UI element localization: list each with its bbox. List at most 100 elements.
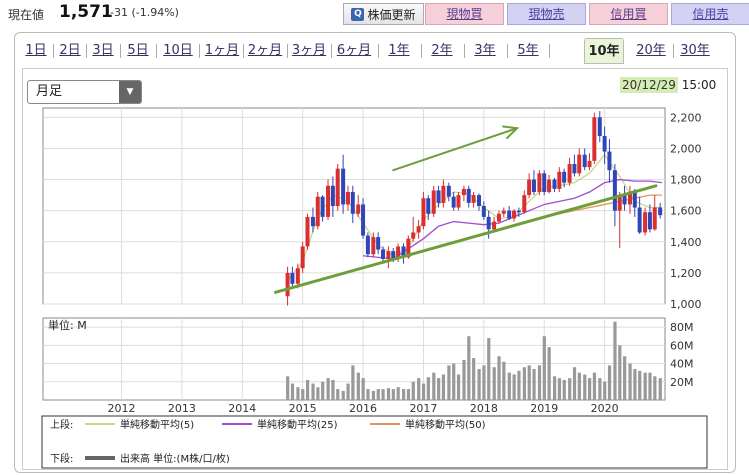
candle-body <box>542 173 547 192</box>
volume-bar <box>537 365 542 400</box>
tab-separator <box>331 44 332 58</box>
tab-1m[interactable]: 1ヶ月 <box>204 43 240 58</box>
candle-body <box>602 136 607 152</box>
volume-bar <box>547 347 551 400</box>
volume-bar <box>391 389 395 400</box>
volume-bar <box>386 388 391 400</box>
candle-body <box>492 221 497 230</box>
volume-bar <box>592 372 597 400</box>
tab-2y[interactable]: 2年 <box>431 43 453 58</box>
candle-body <box>376 237 381 250</box>
tab-separator <box>53 44 54 58</box>
volume-bar <box>452 363 456 400</box>
price-tick-label: 1,200 <box>670 267 702 280</box>
period-select-value: 月足 <box>36 84 63 99</box>
tab-separator <box>673 44 674 58</box>
candle-body <box>315 196 320 227</box>
tab-2d[interactable]: 2日 <box>59 43 81 58</box>
tab-separator <box>421 44 422 58</box>
volume-bar <box>402 389 406 400</box>
volume-bar <box>507 372 511 400</box>
volume-bar <box>462 359 466 400</box>
margin-sell-button[interactable]: 信用売 <box>671 3 749 25</box>
cash-buy-button[interactable]: 現物買 <box>425 3 504 25</box>
tab-separator <box>287 44 288 58</box>
tab-1y[interactable]: 1年 <box>388 43 410 58</box>
volume-bar <box>472 358 476 400</box>
tab-6m[interactable]: 6ヶ月 <box>336 43 372 58</box>
candle-body <box>290 272 295 284</box>
volume-bar <box>351 365 355 400</box>
volume-bar <box>568 378 572 400</box>
volume-bar <box>311 383 315 400</box>
update-price-button[interactable]: Q 株価更新 <box>343 3 424 25</box>
volume-bar <box>638 370 642 400</box>
candle-body <box>557 171 562 189</box>
trend-arrow-shaft <box>392 127 519 172</box>
cash-sell-button[interactable]: 現物売 <box>507 3 586 25</box>
candle-body <box>380 249 385 259</box>
candle-body <box>552 179 557 189</box>
candle-body <box>527 179 532 196</box>
period-select[interactable]: 月足 ▼ <box>27 80 142 104</box>
volume-bar <box>356 372 360 400</box>
candle-body <box>345 192 350 205</box>
candle-body <box>531 179 536 192</box>
volume-bar <box>346 383 350 400</box>
tab-10d[interactable]: 10日 <box>163 43 193 58</box>
tab-3y[interactable]: 3年 <box>474 43 496 58</box>
volume-bar <box>467 336 471 400</box>
volume-bar <box>441 374 446 400</box>
candle-body <box>597 117 602 136</box>
margin-buy-button[interactable]: 信用買 <box>589 3 668 25</box>
candle-body <box>401 246 406 258</box>
volume-bar <box>572 367 577 400</box>
volume-bar <box>603 381 607 400</box>
volume-tick-label: 20M <box>670 376 694 389</box>
tab-1d[interactable]: 1日 <box>25 43 47 58</box>
ma25-line <box>362 178 663 260</box>
volume-bars <box>286 321 662 400</box>
candle-body <box>516 210 521 213</box>
candle-body <box>632 192 637 208</box>
volume-bar <box>633 369 637 400</box>
candle-body <box>592 117 597 161</box>
candle-body <box>471 195 476 203</box>
tab-separator <box>507 44 508 58</box>
tab-5y[interactable]: 5年 <box>517 43 539 58</box>
tab-5d[interactable]: 5日 <box>127 43 149 58</box>
candle-body <box>386 251 391 259</box>
candle-body <box>461 188 466 196</box>
volume-bar <box>437 378 441 400</box>
candle-body <box>658 207 663 216</box>
candle-body <box>436 190 441 203</box>
tab-10y[interactable]: 10年 <box>584 38 624 64</box>
volume-bar <box>371 390 376 400</box>
volume-bar <box>562 379 566 400</box>
volume-bar <box>396 387 400 400</box>
tab-2m[interactable]: 2ヶ月 <box>247 43 283 58</box>
tab-separator <box>199 44 200 58</box>
x-tick-label: 2017 <box>409 402 437 415</box>
tab-20y[interactable]: 20年 <box>636 43 666 58</box>
candle-body <box>496 213 501 222</box>
volume-bar <box>301 389 305 400</box>
x-tick-label: 2016 <box>349 402 377 415</box>
volume-bar <box>613 321 617 400</box>
tab-3m[interactable]: 3ヶ月 <box>291 43 327 58</box>
volume-bar <box>296 387 300 400</box>
tab-3d[interactable]: 3日 <box>92 43 114 58</box>
volume-bar <box>492 367 496 400</box>
tab-separator <box>378 44 379 58</box>
candle-body <box>300 246 305 269</box>
candle-body <box>607 151 612 171</box>
last-date: 20/12/29 <box>620 77 678 93</box>
candle-body <box>320 196 325 217</box>
chevron-down-icon: ▼ <box>119 81 141 103</box>
trend-support-line <box>273 184 658 294</box>
candle-body <box>507 210 512 219</box>
price-tick-label: 1,800 <box>670 174 702 187</box>
volume-bar <box>366 389 370 400</box>
tab-30y[interactable]: 30年 <box>680 43 710 58</box>
